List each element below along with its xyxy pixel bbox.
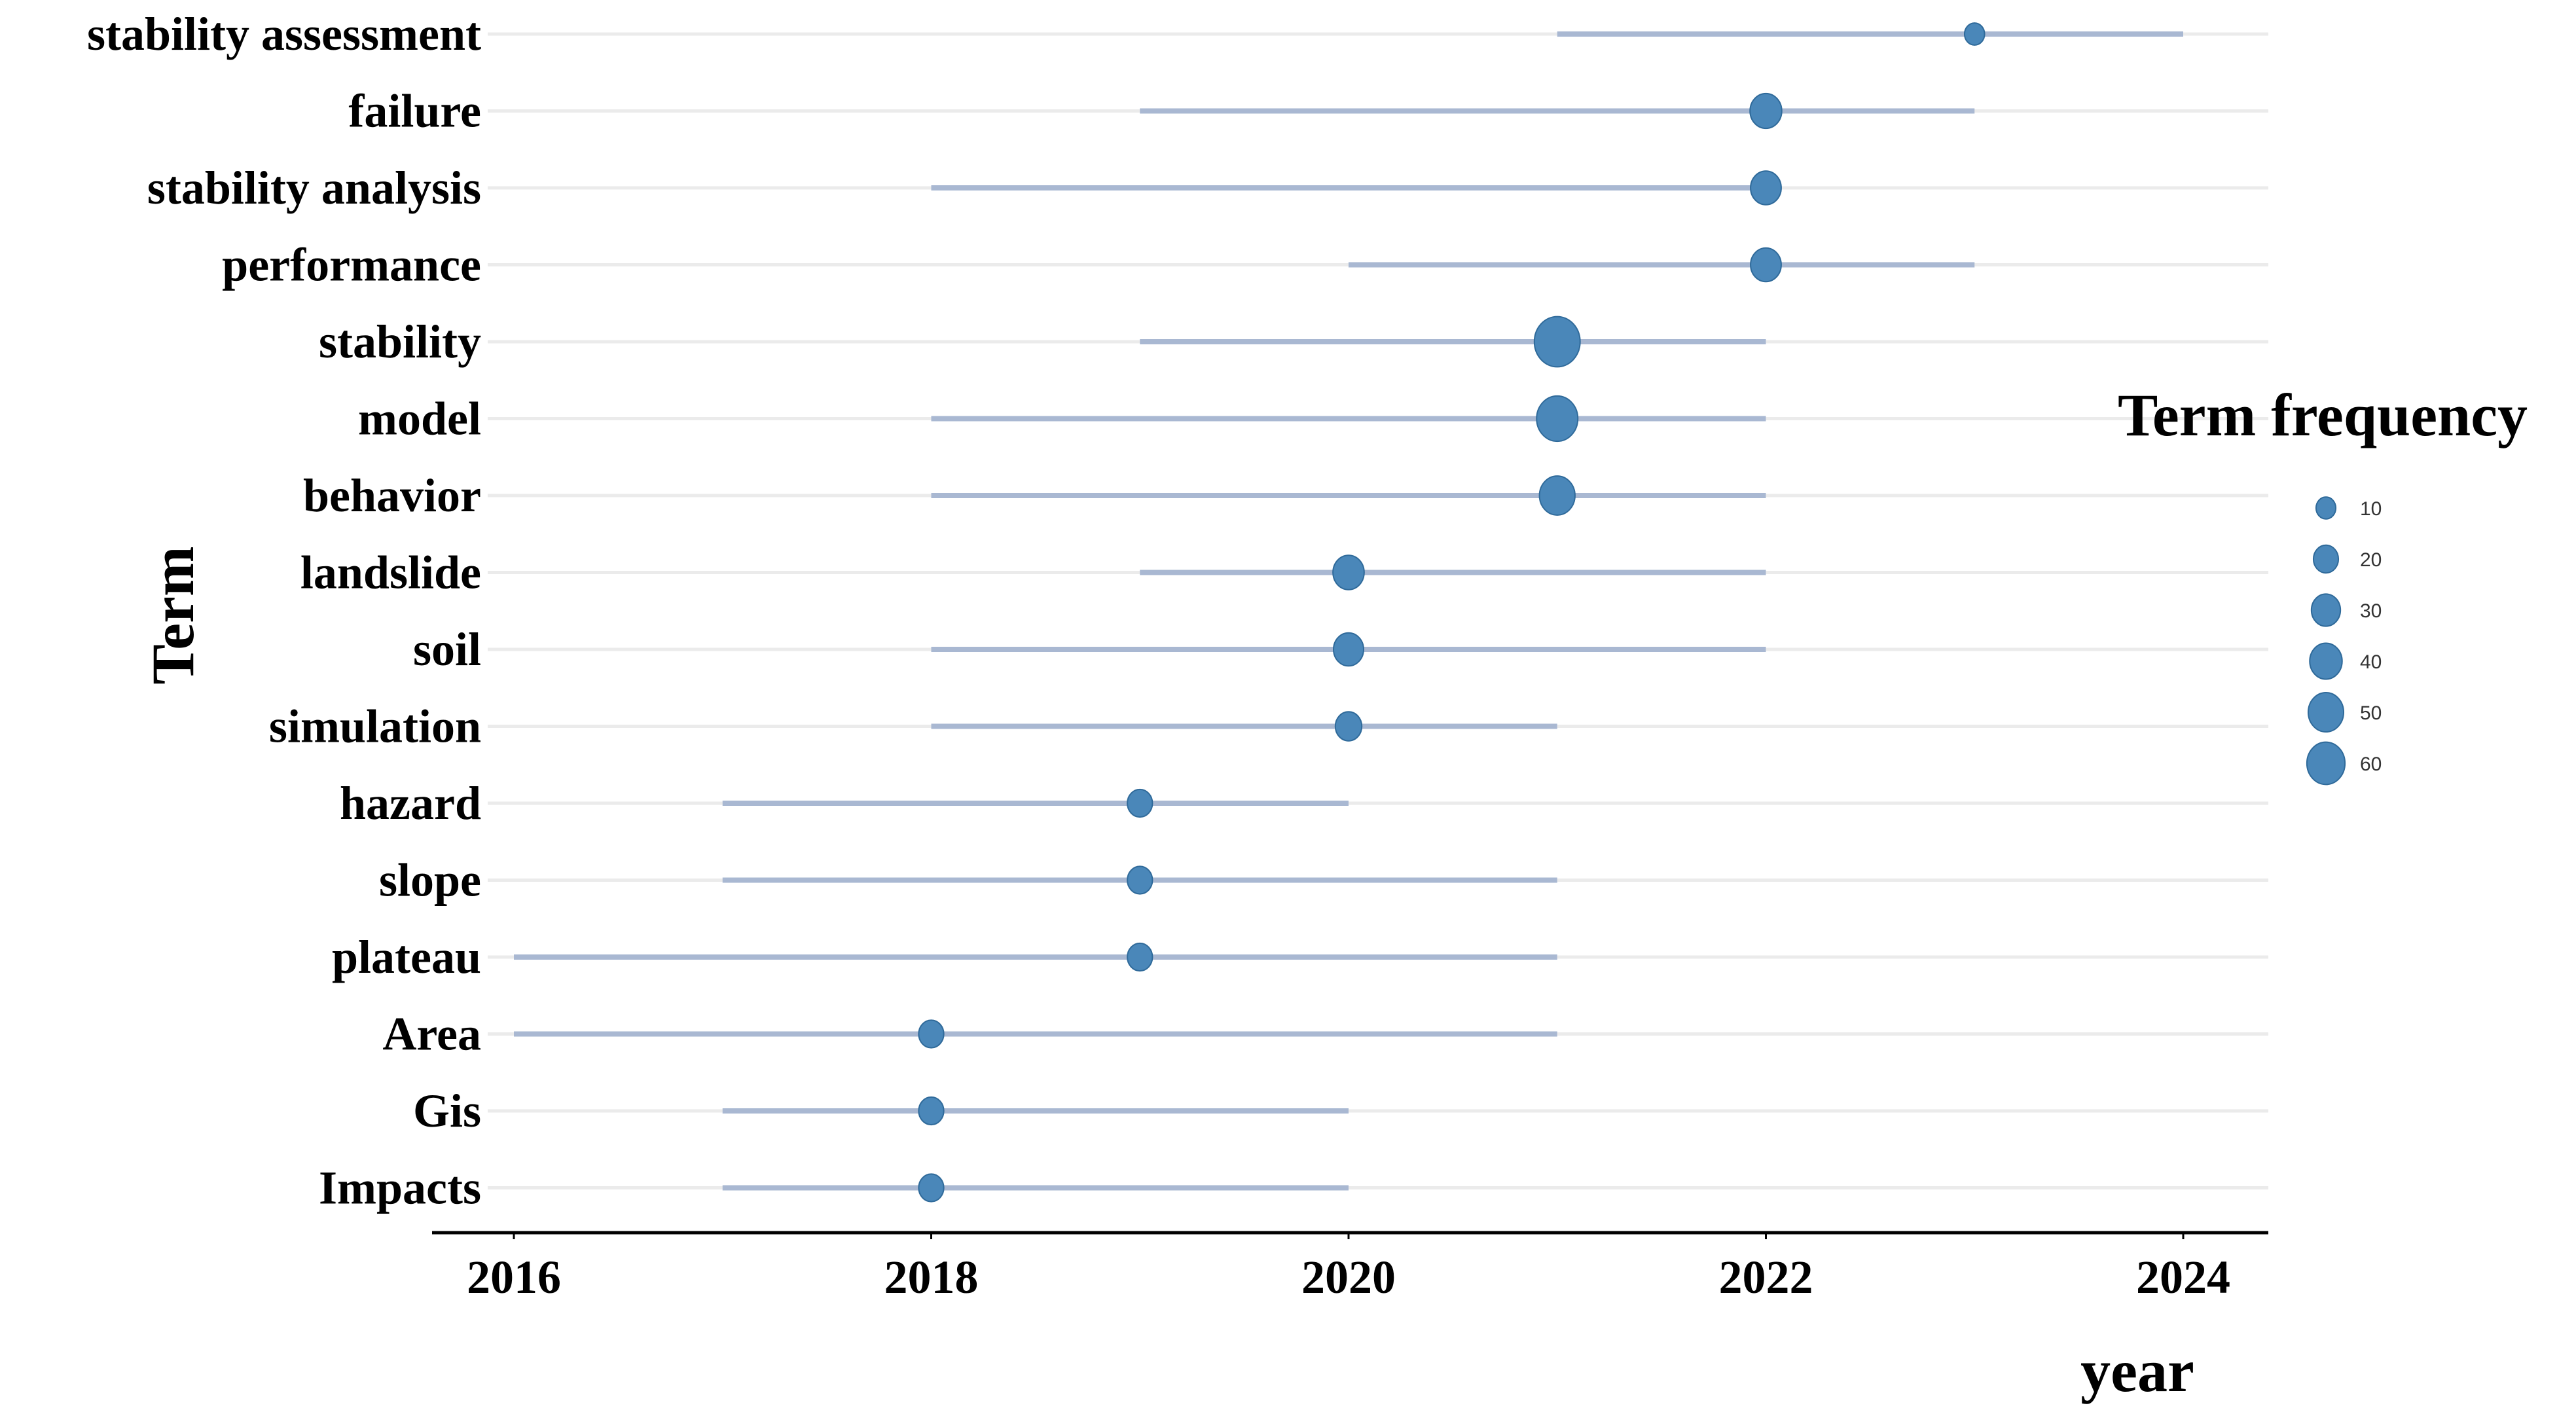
legend-size-point <box>2309 642 2343 680</box>
term-point <box>1750 170 1782 206</box>
term-label: landslide <box>300 547 481 599</box>
term-point <box>1536 395 1579 443</box>
term-label: stability <box>319 316 481 368</box>
term-point <box>1538 475 1576 516</box>
term-point <box>1749 92 1783 130</box>
term-label: hazard <box>340 777 481 829</box>
x-tick-label: 2018 <box>884 1251 979 1303</box>
legend-size-label: 60 <box>2360 753 2382 775</box>
term-point <box>1332 554 1365 590</box>
term-point <box>918 1173 945 1203</box>
legend-size-point <box>2310 593 2342 627</box>
term-point <box>1533 316 1581 368</box>
x-tick-label: 2024 <box>2136 1251 2230 1303</box>
term-label: soil <box>413 623 481 676</box>
term-label: failure <box>348 85 481 137</box>
term-point <box>1963 22 1986 46</box>
year-range-lines <box>514 31 2183 1191</box>
term-label: Area <box>382 1008 481 1060</box>
legend: 10 20 30 40 50 60 <box>2306 496 2382 786</box>
legend-size-point <box>2315 496 2337 520</box>
term-label: plateau <box>332 931 481 983</box>
term-point <box>1750 247 1782 283</box>
term-point <box>1127 942 1153 972</box>
term-label: stability analysis <box>147 162 481 214</box>
term-label: model <box>358 393 481 445</box>
x-tick-label: 2020 <box>1301 1251 1396 1303</box>
term-point <box>918 1019 945 1049</box>
legend-size-label: 10 <box>2360 498 2382 520</box>
x-tick-label: 2016 <box>467 1251 561 1303</box>
term-label: Gis <box>413 1085 481 1137</box>
legend-size-point <box>2312 544 2340 574</box>
x-axis-ticks: 2016 2018 2020 2022 2024 <box>467 1233 2230 1303</box>
term-point <box>1127 788 1153 818</box>
legend-size-label: 30 <box>2360 600 2382 622</box>
term-label: behavior <box>303 469 481 522</box>
term-label: stability assessment <box>87 8 481 60</box>
term-point <box>1334 711 1363 742</box>
term-label: simulation <box>269 700 481 753</box>
term-label: Impacts <box>319 1162 481 1214</box>
legend-size-point <box>2307 691 2345 733</box>
median-year-points <box>918 22 1986 1203</box>
term-labels: stability assessment failure stability ana… <box>87 8 481 1214</box>
term-label: performance <box>222 239 481 291</box>
y-axis-title: Term <box>139 546 206 684</box>
legend-size-label: 40 <box>2360 651 2382 673</box>
legend-size-label: 50 <box>2360 702 2382 724</box>
legend-size-point <box>2306 741 2346 786</box>
term-point <box>1127 865 1153 895</box>
term-label: slope <box>379 854 481 907</box>
term-point <box>1333 632 1364 667</box>
term-point <box>918 1096 945 1126</box>
legend-size-label: 20 <box>2360 549 2382 571</box>
legend-title: Term frequency <box>2118 382 2528 448</box>
grid-lines <box>488 32 2268 1189</box>
x-axis-title: year <box>2080 1337 2194 1404</box>
x-tick-label: 2022 <box>1719 1251 1813 1303</box>
